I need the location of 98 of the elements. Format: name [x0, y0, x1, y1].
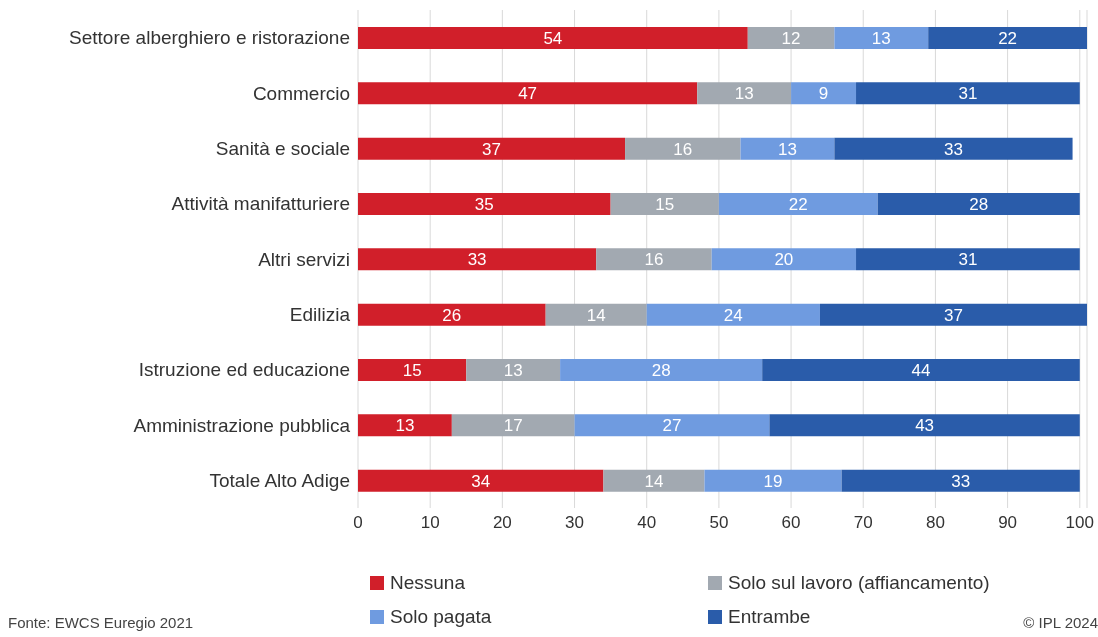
bar: [560, 359, 763, 381]
data-label: 33: [467, 250, 487, 270]
y-tick-label: Sanità e sociale: [215, 138, 350, 160]
data-label: 13: [871, 29, 891, 49]
bar: [711, 248, 857, 271]
x-tick-label: 90: [998, 513, 1018, 533]
bar: [610, 193, 719, 215]
legend-label: Entrambe: [728, 606, 811, 628]
x-tick-label: 0: [353, 513, 363, 533]
bar: [769, 414, 1080, 437]
bar: [466, 359, 561, 381]
bar: [358, 303, 546, 326]
bar: [603, 469, 705, 492]
y-tick-label: Istruzione ed educazione: [138, 359, 350, 381]
data-label: 15: [655, 195, 675, 215]
data-label: 13: [734, 84, 754, 104]
bar: [358, 469, 604, 492]
bar: [791, 82, 857, 105]
data-label: 47: [518, 84, 538, 104]
data-label: 37: [944, 305, 963, 325]
y-tick-label: Totale Alto Adige: [209, 470, 350, 492]
bar: [596, 248, 712, 271]
data-label: 35: [474, 195, 494, 215]
data-label: 14: [644, 471, 664, 491]
y-tick-label: Amministrazione pubblica: [133, 414, 351, 436]
y-tick-label: Attività manifatturiere: [171, 193, 350, 215]
data-label: 34: [471, 471, 491, 491]
data-label: 22: [788, 195, 808, 215]
source-note: Fonte: EWCS Euregio 2021: [8, 614, 194, 631]
legend-label: Nessuna: [390, 572, 465, 594]
x-tick-label: 100: [1065, 513, 1094, 533]
text: © IPL 2024: [1023, 614, 1098, 631]
bar: [762, 359, 1080, 381]
bar: [545, 303, 647, 326]
bar: [358, 82, 698, 105]
data-label: 27: [662, 416, 682, 436]
bar: [574, 414, 770, 437]
legend-label: Solo sul lavoro (affiancamento): [728, 572, 990, 594]
data-label: 13: [778, 139, 797, 159]
bar: [740, 137, 835, 160]
x-tick-label: 50: [709, 513, 729, 533]
bar: [747, 27, 835, 49]
data-label: 31: [958, 84, 978, 104]
data-label: 24: [723, 305, 743, 325]
bar: [697, 82, 792, 105]
data-label: 44: [911, 361, 931, 381]
x-tick-label: 70: [853, 513, 873, 533]
bar: [928, 27, 1087, 49]
bar: [625, 137, 741, 160]
data-label: 16: [673, 139, 693, 159]
data-label: 15: [402, 361, 422, 381]
y-tick-label: Commercio: [252, 82, 350, 104]
data-label: 28: [651, 361, 671, 381]
x-tick-label: 30: [565, 513, 584, 533]
y-tick-label: Settore alberghiero e ristorazione: [69, 27, 350, 49]
data-label: 54: [543, 29, 563, 49]
x-tick-label: 80: [925, 513, 945, 533]
bar: [358, 193, 611, 215]
data-label: 19: [763, 471, 783, 491]
bar: [358, 414, 452, 437]
bar: [718, 193, 878, 215]
y-tick-label: Altri servizi: [258, 248, 350, 270]
data-label: 26: [442, 305, 462, 325]
bar: [856, 248, 1080, 271]
legend-label: Solo pagata: [390, 606, 492, 628]
bar: [834, 27, 929, 49]
x-tick-label: 20: [492, 513, 512, 533]
data-label: 13: [395, 416, 415, 436]
x-tick-label: 60: [781, 513, 801, 533]
bar: [358, 359, 467, 381]
data-label: 13: [503, 361, 523, 381]
data-label: 28: [969, 195, 989, 215]
data-label: 9: [818, 84, 829, 104]
bar: [877, 193, 1080, 215]
data-label: 22: [998, 29, 1018, 49]
data-label: 17: [503, 416, 523, 436]
bar: [358, 248, 597, 271]
data-label: 37: [482, 139, 501, 159]
data-label: 14: [586, 305, 606, 325]
bar: [856, 82, 1080, 105]
bar: [704, 469, 842, 492]
data-label: 31: [958, 250, 978, 270]
bar: [841, 469, 1080, 492]
data-label: 33: [951, 471, 971, 491]
bar: [358, 137, 626, 160]
data-label: 33: [944, 139, 963, 159]
data-label: 43: [915, 416, 935, 436]
bar: [646, 303, 820, 326]
data-label: 12: [781, 29, 801, 49]
bar: [358, 27, 748, 49]
bar: [834, 137, 1073, 160]
y-tick-label: Edilizia: [289, 304, 351, 326]
data-label: 16: [644, 250, 664, 270]
x-tick-label: 40: [637, 513, 657, 533]
data-label: 20: [774, 250, 794, 270]
bar: [819, 303, 1087, 326]
x-tick-label: 10: [420, 513, 440, 533]
bar: [451, 414, 575, 437]
